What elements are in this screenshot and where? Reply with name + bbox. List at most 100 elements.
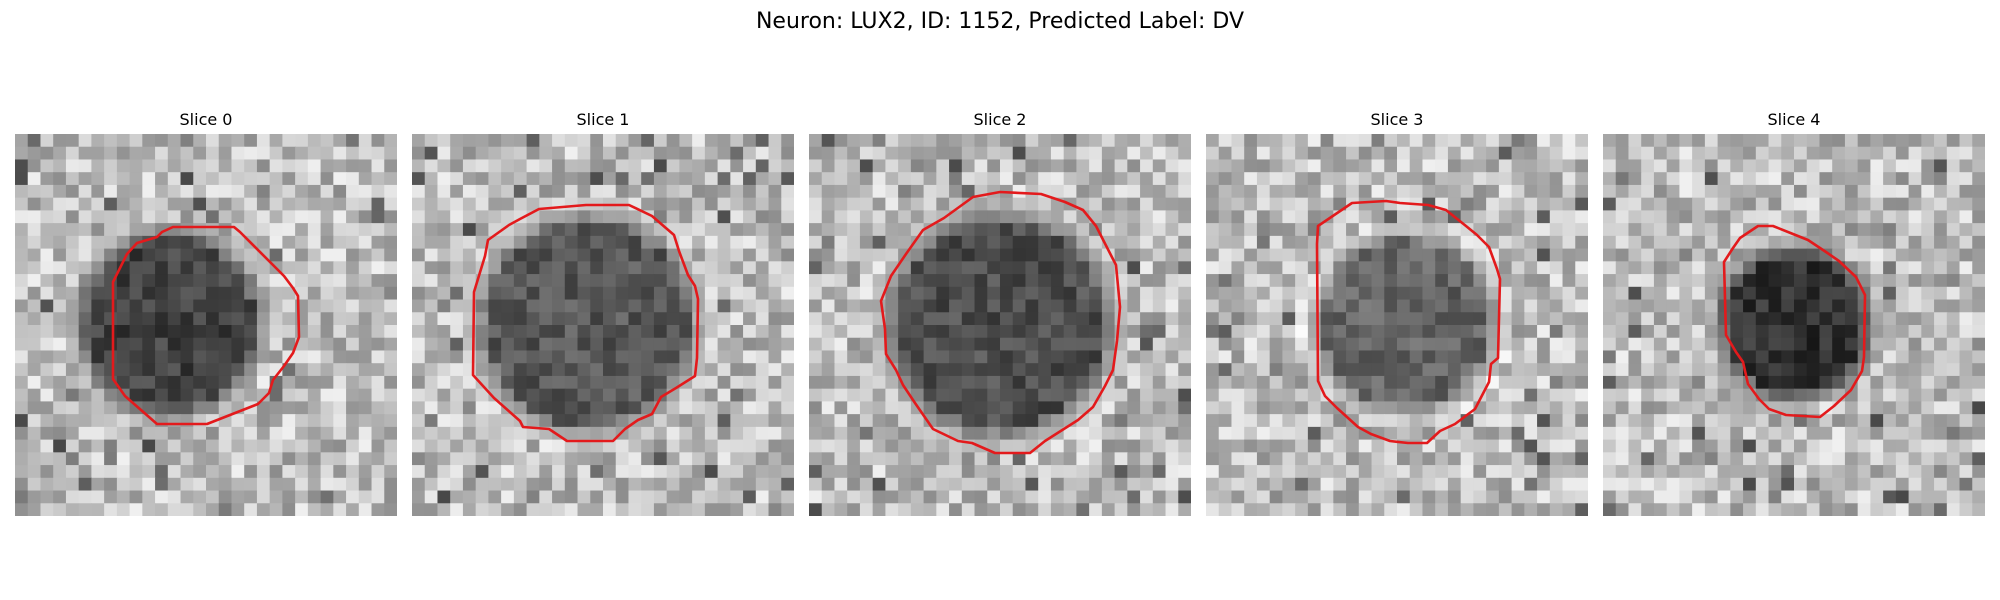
pixel-cell	[1667, 134, 1680, 147]
pixel-cell	[603, 249, 616, 262]
pixel-cell	[333, 249, 346, 262]
pixel-cell	[860, 236, 873, 249]
pixel-cell	[1013, 223, 1026, 236]
pixel-cell	[1321, 223, 1334, 236]
pixel-cell	[257, 503, 270, 516]
pixel-cell	[1909, 503, 1922, 516]
pixel-cell	[142, 465, 155, 478]
pixel-cell	[1231, 159, 1244, 172]
pixel-cell	[822, 452, 835, 465]
pixel-cell	[1038, 147, 1051, 160]
pixel-cell	[1333, 300, 1346, 313]
pixel-cell	[667, 503, 680, 516]
pixel-cell	[1909, 452, 1922, 465]
pixel-cell	[1461, 274, 1474, 287]
pixel-cell	[924, 376, 937, 389]
pixel-cell	[79, 172, 92, 185]
pixel-cell	[437, 249, 450, 262]
pixel-cell	[924, 465, 937, 478]
pixel-cell	[1102, 159, 1115, 172]
pixel-cell	[1512, 261, 1525, 274]
pixel-cell	[527, 350, 540, 363]
pixel-cell	[1947, 261, 1960, 274]
pixel-cell	[847, 503, 860, 516]
pixel-cell	[40, 185, 53, 198]
pixel-cell	[1308, 312, 1321, 325]
pixel-cell	[590, 312, 603, 325]
pixel-cell	[359, 427, 372, 440]
pixel-cell	[155, 147, 168, 160]
pixel-cell	[155, 414, 168, 427]
pixel-cell	[769, 376, 782, 389]
pixel-cell	[898, 452, 911, 465]
pixel-cell	[873, 478, 886, 491]
pixel-cell	[1166, 172, 1179, 185]
pixel-cell	[1115, 312, 1128, 325]
pixel-cell	[1064, 300, 1077, 313]
pixel-cell	[1883, 274, 1896, 287]
pixel-cell	[628, 134, 641, 147]
pixel-cell	[1178, 338, 1191, 351]
pixel-cell	[590, 414, 603, 427]
pixel-cell	[847, 389, 860, 402]
pixel-cell	[1206, 236, 1219, 249]
pixel-cell	[1641, 185, 1654, 198]
pixel-cell	[1333, 440, 1346, 453]
pixel-cell	[193, 350, 206, 363]
pixel-cell	[809, 172, 822, 185]
pixel-cell	[1257, 440, 1270, 453]
pixel-cell	[936, 261, 949, 274]
pixel-cell	[1333, 478, 1346, 491]
pixel-cell	[1346, 300, 1359, 313]
pixel-cell	[1909, 236, 1922, 249]
pixel-cell	[641, 478, 654, 491]
pixel-cell	[1257, 325, 1270, 338]
pixel-cell	[168, 172, 181, 185]
pixel-cell	[333, 236, 346, 249]
pixel-cell	[1499, 210, 1512, 223]
pixel-cell	[1603, 401, 1616, 414]
pixel-cell	[1947, 414, 1960, 427]
pixel-cell	[809, 185, 822, 198]
pixel-cell	[1384, 465, 1397, 478]
pixel-cell	[1397, 414, 1410, 427]
pixel-cell	[130, 325, 143, 338]
pixel-cell	[1883, 223, 1896, 236]
pixel-cell	[603, 274, 616, 287]
pixel-cell	[654, 503, 667, 516]
pixel-cell	[1743, 261, 1756, 274]
pixel-cell	[1231, 261, 1244, 274]
pixel-cell	[1819, 325, 1832, 338]
pixel-cell	[552, 185, 565, 198]
pixel-cell	[1730, 503, 1743, 516]
pixel-cell	[936, 147, 949, 160]
pixel-cell	[1140, 274, 1153, 287]
pixel-cell	[231, 338, 244, 351]
pixel-cell	[1819, 376, 1832, 389]
pixel-cell	[1756, 350, 1769, 363]
pixel-cell	[333, 198, 346, 211]
pixel-cell	[1178, 261, 1191, 274]
pixel-cell	[206, 300, 219, 313]
pixel-cell	[1743, 249, 1756, 262]
pixel-cell	[1231, 223, 1244, 236]
pixel-cell	[1025, 491, 1038, 504]
pixel-cell	[756, 172, 769, 185]
pixel-cell	[117, 440, 130, 453]
pixel-cell	[1718, 172, 1731, 185]
pixel-cell	[628, 350, 641, 363]
pixel-cell	[936, 440, 949, 453]
pixel-cell	[834, 134, 847, 147]
pixel-cell	[924, 401, 937, 414]
pixel-cell	[616, 300, 629, 313]
pixel-cell	[168, 503, 181, 516]
pixel-cell	[1972, 401, 1985, 414]
pixel-cell	[898, 287, 911, 300]
pixel-cell	[1321, 503, 1334, 516]
pixel-cell	[1089, 465, 1102, 478]
pixel-cell	[962, 274, 975, 287]
pixel-cell	[1384, 491, 1397, 504]
pixel-cell	[1473, 249, 1486, 262]
pixel-cell	[1550, 223, 1563, 236]
pixel-cell	[1960, 147, 1973, 160]
